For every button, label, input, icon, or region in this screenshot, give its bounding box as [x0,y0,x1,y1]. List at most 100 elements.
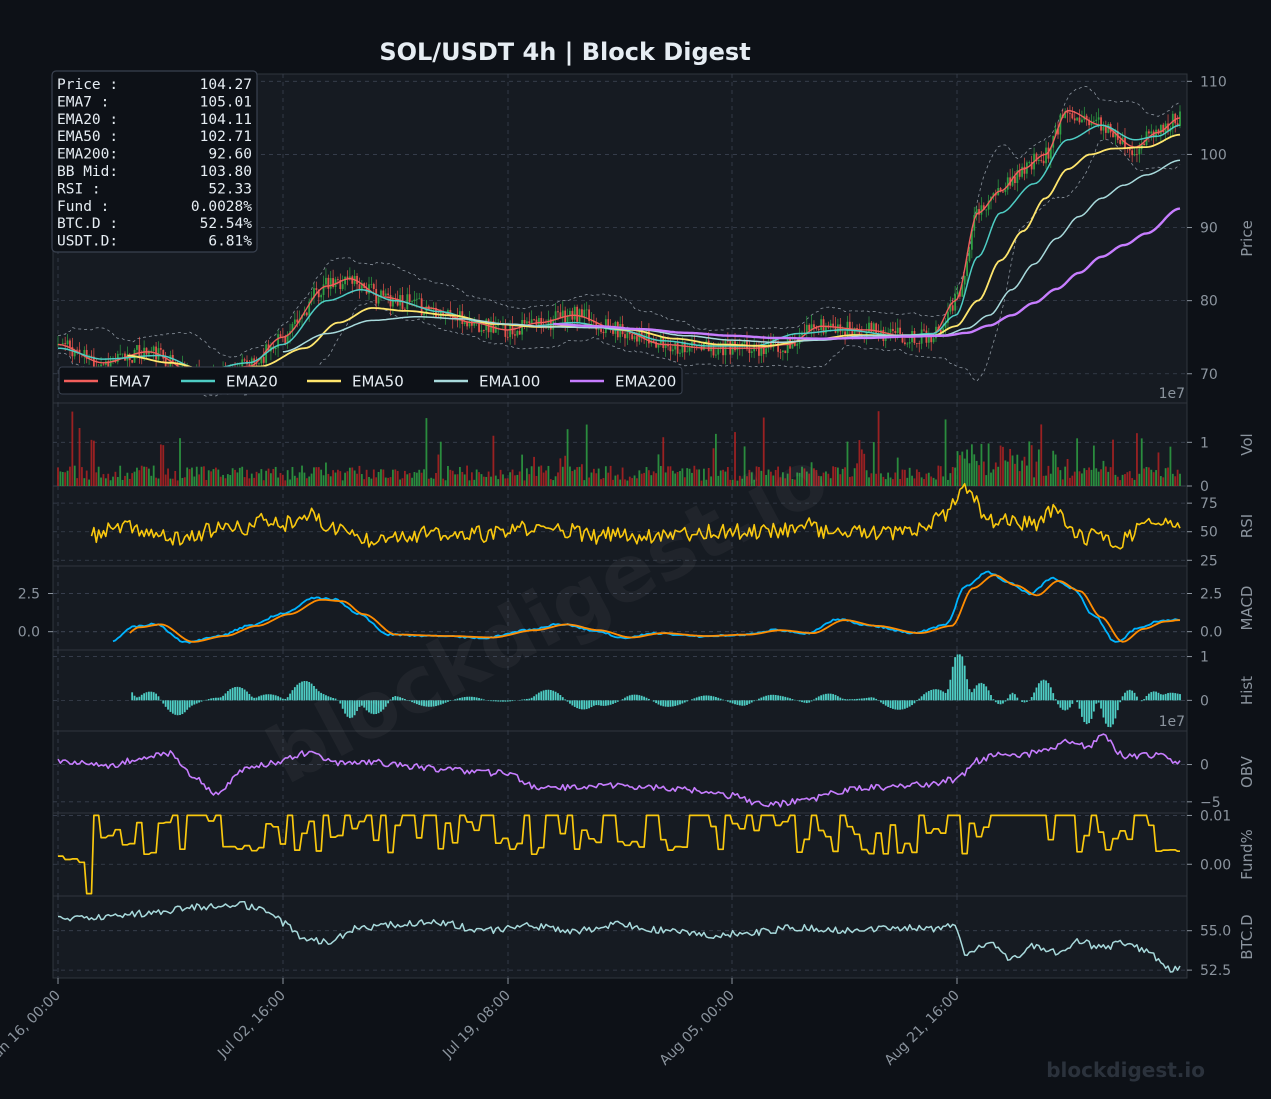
hist-bar [1177,694,1179,701]
candle-body [359,284,361,289]
hist-bar [890,700,892,708]
hist-bar [237,687,239,701]
candle-body [495,326,497,333]
candle-body [555,311,557,319]
hist-bar [612,700,614,704]
hist-bar [916,700,918,701]
hist-bar [897,700,899,709]
btcd-ylabel: BTC.D [1238,914,1256,959]
volume-bar [559,458,561,486]
hist-bar [717,698,719,701]
volume-bar [1026,466,1028,486]
candle-body [727,341,729,342]
volume-bar [1098,472,1100,486]
candle-body [1100,117,1102,130]
volume-bar [961,452,963,486]
info-value: 104.27 [200,77,252,93]
hist-bar [1129,690,1131,700]
hist-bar [1172,693,1174,701]
volume-bar [502,474,504,486]
volume-bar [660,466,662,486]
volume-bar [1105,466,1107,486]
candle-body [765,348,767,354]
candle-body [576,307,578,322]
volume-bar [493,436,495,486]
volume-bar [287,470,289,486]
hist-bar [868,698,870,701]
volume-bar [624,479,626,486]
hist-bar [1007,698,1009,700]
volume-bar [459,467,461,486]
volume-bar [237,472,239,486]
hist-bar [557,693,559,700]
hist-bar [1148,694,1150,701]
hist-bar [162,700,164,703]
hist-bar [942,691,944,700]
hist-bar [1134,693,1136,700]
candle-body [957,292,959,295]
volume-bar [583,480,585,486]
candle-body [514,334,516,335]
volume-bar [622,468,624,486]
volume-bar [366,470,368,486]
candle-body [574,307,576,320]
candle-body [603,332,605,333]
volume-bar [548,466,550,486]
volume-bar [598,469,600,486]
volume-bar [248,478,250,486]
hist-bar [854,699,856,700]
hist-bar [552,691,554,701]
hist-bar [548,690,550,701]
volume-bar [1174,476,1176,486]
hist-bar [588,700,590,708]
hist-bar [961,656,963,700]
volume-bar [131,473,133,486]
volume-bar [122,480,124,486]
volume-bar [1038,449,1040,486]
hist-bar [995,700,997,702]
volume-bar [57,468,59,486]
hist-bar [751,700,753,702]
volume-bar [985,475,987,486]
volume-bar [153,466,155,486]
hist-bar [275,695,277,700]
hist-bar [595,700,597,705]
hist-bar [882,700,884,704]
hist-bar [229,689,231,700]
volume-bar [416,473,418,486]
candle-body [538,318,540,325]
hist-bar [241,688,243,700]
volume-bar [631,478,633,486]
volume-bar [679,471,681,486]
volume-bar [595,473,597,486]
hist-bar [148,692,150,701]
candle-body [138,345,140,356]
hist-bar [524,699,526,700]
volume-bar [607,473,609,486]
hist-bar [1155,692,1157,701]
candle-body [904,342,906,344]
candle-body [665,345,667,348]
volume-bar [911,476,913,486]
volume-bar [600,479,602,486]
volume-bar [1153,472,1155,486]
obv-ylabel: OBV [1238,755,1256,788]
hist-bar [844,699,846,700]
volume-bar [1131,478,1133,486]
volume-bar [179,438,181,486]
volume-bar [1160,476,1162,486]
hist-bar [526,699,528,700]
hist-bar [902,700,904,709]
hist-bar [1131,691,1133,701]
volume-bar [138,470,140,486]
volume-bar [1150,470,1152,486]
hist-bar [691,699,693,700]
volume-bar [512,470,514,486]
volume-bar [414,472,416,486]
candle-body [813,324,815,327]
hist-bar [184,700,186,712]
volume-bar [440,442,442,486]
info-value: 105.01 [200,94,252,110]
